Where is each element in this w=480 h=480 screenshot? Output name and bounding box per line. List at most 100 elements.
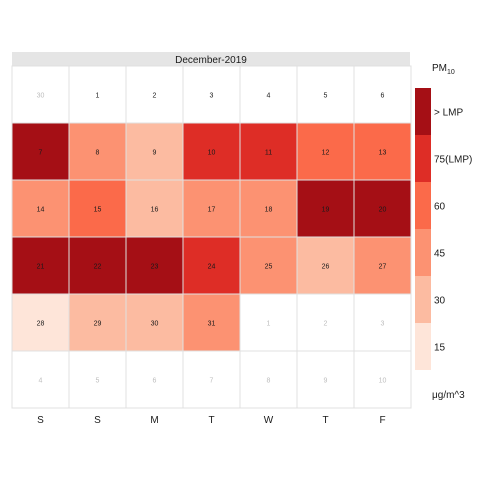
- day-number: 26: [322, 264, 330, 271]
- legend-color-key: [415, 276, 431, 323]
- weekday-label: S: [37, 415, 44, 426]
- chart-title: December-2019: [175, 55, 247, 66]
- day-number: 21: [37, 264, 45, 271]
- weekday-label: W: [264, 415, 274, 426]
- legend-color-key: [415, 88, 431, 135]
- day-number: 9: [324, 378, 328, 385]
- day-number: 16: [151, 207, 159, 214]
- day-number: 3: [210, 93, 214, 100]
- weekday-label: S: [94, 415, 101, 426]
- day-number: 9: [153, 150, 157, 157]
- day-number: 8: [267, 378, 271, 385]
- legend-label: 60: [434, 202, 446, 213]
- day-number: 31: [208, 321, 216, 328]
- day-number: 6: [153, 378, 157, 385]
- day-number: 20: [379, 207, 387, 214]
- legend-color-key: [415, 135, 431, 182]
- day-cell: [11, 350, 70, 409]
- day-cell: [11, 122, 70, 181]
- day-cell: [11, 293, 70, 352]
- day-cell: [353, 293, 412, 352]
- day-cell: [125, 350, 184, 409]
- day-cell: [239, 179, 298, 238]
- legend-unit: μg/m^3: [432, 390, 465, 401]
- day-number: 3: [381, 321, 385, 328]
- day-number: 28: [37, 321, 45, 328]
- day-cell: [182, 350, 241, 409]
- day-cell: [296, 293, 355, 352]
- day-cell: [353, 350, 412, 409]
- day-number: 29: [94, 321, 102, 328]
- day-cell: [353, 122, 412, 181]
- legend-title: PM10: [432, 63, 455, 76]
- day-cell: [125, 293, 184, 352]
- day-number: 17: [208, 207, 216, 214]
- day-cell: [182, 179, 241, 238]
- weekday-label: T: [208, 415, 214, 426]
- day-number: 6: [381, 93, 385, 100]
- day-cell: [296, 236, 355, 295]
- day-cell: [68, 350, 127, 409]
- day-number: 24: [208, 264, 216, 271]
- legend-label: 15: [434, 343, 446, 354]
- legend: PM10 > LMP 75(LMP) 60 45 30 15 μg/m^3: [415, 63, 472, 401]
- day-number: 2: [153, 93, 157, 100]
- title-strip: [12, 52, 410, 66]
- day-number: 30: [37, 93, 45, 100]
- day-cell: [239, 122, 298, 181]
- day-cell: [11, 236, 70, 295]
- legend-title-main: PM: [432, 63, 447, 74]
- legend-label: 30: [434, 296, 446, 307]
- weekday-label: F: [379, 415, 385, 426]
- day-number: 18: [265, 207, 273, 214]
- day-number: 23: [151, 264, 159, 271]
- day-number: 5: [96, 378, 100, 385]
- weekday-label: M: [150, 415, 158, 426]
- day-cell: [353, 65, 412, 124]
- day-number: 4: [267, 93, 271, 100]
- day-cell: [182, 236, 241, 295]
- day-number: 1: [267, 321, 271, 328]
- day-number: 22: [94, 264, 102, 271]
- day-number: 15: [94, 207, 102, 214]
- day-cell: [353, 236, 412, 295]
- legend-color-key: [415, 182, 431, 229]
- day-number: 14: [37, 207, 45, 214]
- day-cell: [296, 350, 355, 409]
- legend-label: 75(LMP): [434, 155, 472, 166]
- day-cell: [182, 293, 241, 352]
- legend-label: > LMP: [434, 108, 464, 119]
- day-cell: [353, 179, 412, 238]
- day-number: 5: [324, 93, 328, 100]
- day-cell: [296, 65, 355, 124]
- day-number: 27: [379, 264, 387, 271]
- day-number: 12: [322, 150, 330, 157]
- day-number: 30: [151, 321, 159, 328]
- weekday-label: T: [322, 415, 328, 426]
- day-cell: [68, 122, 127, 181]
- day-cell: [11, 179, 70, 238]
- day-number: 11: [265, 150, 272, 157]
- day-cell: [239, 293, 298, 352]
- day-cell: [296, 122, 355, 181]
- day-number: 7: [210, 378, 214, 385]
- day-number: 13: [379, 150, 387, 157]
- day-cell: [182, 122, 241, 181]
- day-number: 19: [322, 207, 330, 214]
- day-number: 8: [96, 150, 100, 157]
- legend-title-sub: 10: [447, 69, 455, 76]
- day-number: 10: [208, 150, 216, 157]
- day-number: 25: [265, 264, 273, 271]
- day-number: 2: [324, 321, 328, 328]
- day-number: 7: [39, 150, 43, 157]
- legend-color-key: [415, 229, 431, 276]
- legend-label: 45: [434, 249, 446, 260]
- day-number: 10: [379, 378, 387, 385]
- legend-color-key: [415, 323, 431, 370]
- day-number: 1: [96, 93, 100, 100]
- day-number: 4: [39, 378, 43, 385]
- day-cell: [239, 65, 298, 124]
